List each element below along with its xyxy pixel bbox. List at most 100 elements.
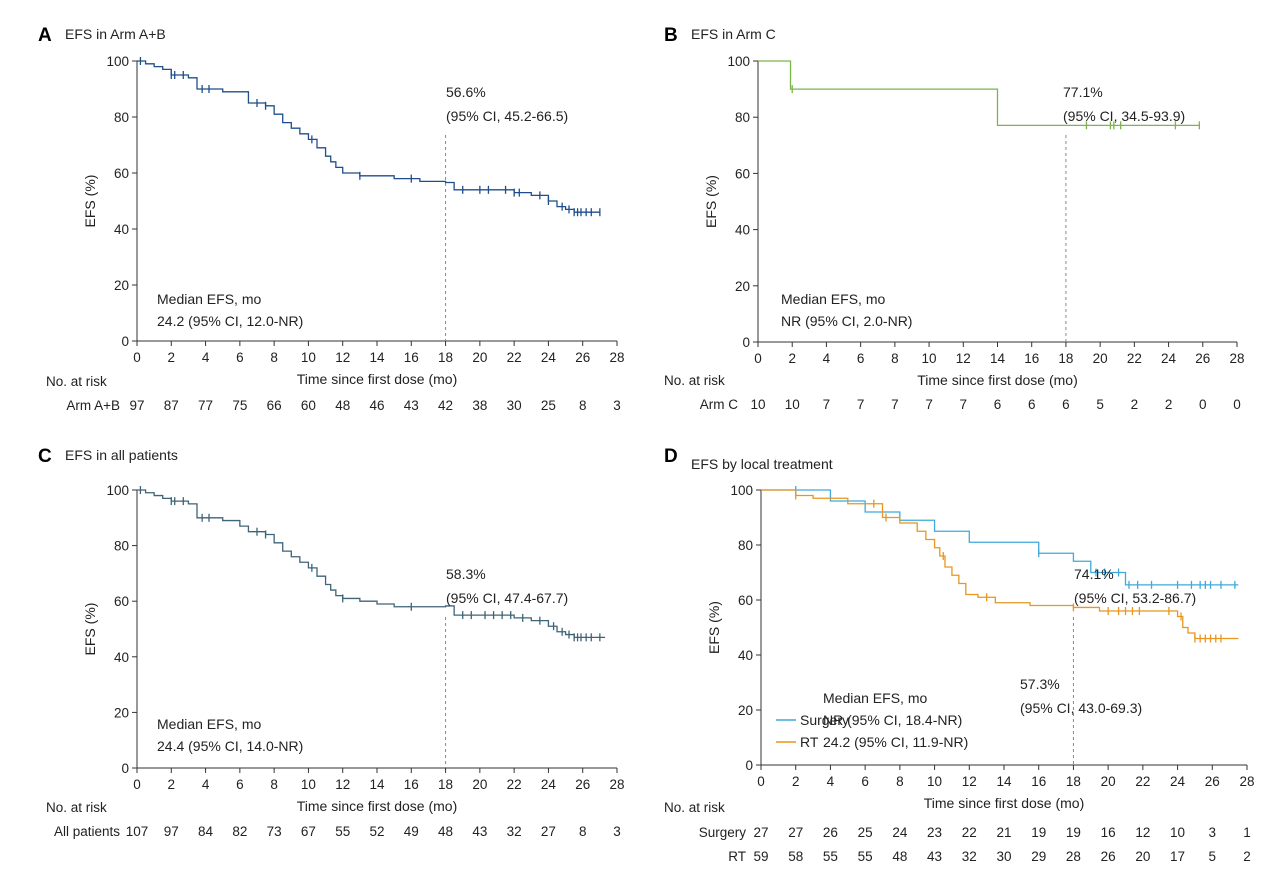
landmark-ci: (95% CI, 45.2-66.5): [446, 108, 568, 124]
risk-count: 6: [994, 397, 1002, 412]
x-tick-label: 18: [438, 777, 453, 792]
risk-count: 52: [369, 824, 384, 839]
median-efs-value: 24.2 (95% CI, 12.0-NR): [157, 313, 303, 329]
risk-count: 12: [1135, 825, 1150, 840]
y-axis-label: EFS (%): [703, 175, 719, 228]
x-tick-label: 6: [236, 777, 244, 792]
risk-count: 58: [788, 849, 803, 864]
risk-count: 7: [891, 397, 899, 412]
x-tick-label: 2: [788, 351, 796, 366]
risk-count: 7: [823, 397, 831, 412]
y-tick-label: 20: [114, 705, 129, 720]
risk-row-label: Surgery: [699, 825, 747, 840]
y-tick-label: 60: [738, 593, 753, 608]
risk-count: 10: [750, 397, 765, 412]
risk-count: 55: [858, 849, 873, 864]
x-axis-label: Time since first dose (mo): [917, 372, 1078, 388]
y-tick-label: 100: [106, 54, 129, 69]
x-tick-label: 2: [168, 350, 176, 365]
risk-count: 6: [1062, 397, 1070, 412]
y-tick-label: 0: [121, 334, 129, 349]
risk-count: 59: [753, 849, 768, 864]
legend-label-rt: RT: [800, 734, 819, 750]
landmark-percent-rt: 57.3%: [1020, 676, 1060, 692]
risk-count: 77: [198, 398, 213, 413]
x-tick-label: 10: [922, 351, 937, 366]
risk-count: 107: [126, 824, 149, 839]
x-axis-label: Time since first dose (mo): [924, 795, 1085, 811]
x-tick-label: 2: [168, 777, 176, 792]
x-axis-label: Time since first dose (mo): [297, 371, 458, 387]
x-tick-label: 0: [133, 777, 141, 792]
risk-count: 7: [925, 397, 933, 412]
median-efs-value: NR (95% CI, 18.4-NR): [823, 712, 962, 728]
risk-count: 8: [579, 824, 587, 839]
x-tick-label: 24: [1161, 351, 1177, 366]
x-tick-label: 6: [857, 351, 865, 366]
risk-count: 20: [1135, 849, 1150, 864]
km-curve-rt: [761, 489, 1239, 640]
landmark-ci: (95% CI, 34.5-93.9): [1063, 108, 1185, 124]
x-tick-label: 0: [754, 351, 762, 366]
risk-count: 46: [369, 398, 384, 413]
risk-count: 32: [962, 849, 977, 864]
risk-count: 22: [962, 825, 977, 840]
x-tick-label: 6: [861, 774, 869, 789]
x-tick-label: 4: [827, 774, 835, 789]
risk-count: 16: [1101, 825, 1116, 840]
x-tick-label: 16: [404, 777, 419, 792]
risk-row-label: Arm A+B: [66, 398, 120, 413]
x-tick-label: 4: [202, 777, 210, 792]
risk-count: 87: [164, 398, 179, 413]
risk-count: 10: [785, 397, 800, 412]
risk-count: 27: [541, 824, 556, 839]
y-tick-label: 100: [727, 54, 750, 69]
y-tick-label: 60: [114, 166, 129, 181]
panel-letter-a: A: [38, 25, 52, 46]
risk-count: 7: [960, 397, 968, 412]
x-tick-label: 16: [404, 350, 419, 365]
risk-row-label: All patients: [54, 824, 120, 839]
x-tick-label: 0: [757, 774, 765, 789]
risk-count: 97: [164, 824, 179, 839]
landmark-percent: 77.1%: [1063, 84, 1103, 100]
km-curve-surgery: [761, 489, 1239, 586]
x-tick-label: 18: [1066, 774, 1081, 789]
median-efs-heading: Median EFS, mo: [781, 291, 885, 307]
panel-c-title: EFS in all patients: [65, 447, 178, 463]
risk-count: 43: [927, 849, 942, 864]
y-tick-label: 20: [738, 703, 753, 718]
x-tick-label: 28: [1229, 351, 1244, 366]
risk-count: 32: [507, 824, 522, 839]
x-tick-label: 14: [996, 774, 1012, 789]
risk-count: 26: [823, 825, 838, 840]
x-tick-label: 20: [1101, 774, 1116, 789]
panel-a-title: EFS in Arm A+B: [65, 26, 166, 42]
x-tick-label: 22: [1127, 351, 1142, 366]
risk-count: 7: [857, 397, 865, 412]
risk-count: 3: [613, 398, 621, 413]
risk-count: 55: [335, 824, 350, 839]
y-tick-label: 20: [114, 278, 129, 293]
y-tick-label: 20: [735, 279, 750, 294]
median-efs-heading: Median EFS, mo: [157, 716, 261, 732]
median-efs-value: 24.2 (95% CI, 11.9-NR): [823, 734, 968, 750]
y-tick-label: 100: [106, 483, 129, 498]
risk-count: 6: [1028, 397, 1036, 412]
risk-count: 2: [1165, 397, 1173, 412]
risk-count: 27: [788, 825, 803, 840]
landmark-percent: 56.6%: [446, 84, 486, 100]
median-efs-heading: Median EFS, mo: [823, 690, 927, 706]
risk-count: 19: [1031, 825, 1046, 840]
risk-count: 48: [438, 824, 453, 839]
y-tick-label: 100: [730, 483, 753, 498]
risk-count: 2: [1243, 849, 1251, 864]
y-tick-label: 40: [114, 650, 129, 665]
x-tick-label: 20: [1093, 351, 1108, 366]
x-tick-label: 26: [575, 350, 590, 365]
risk-count: 43: [404, 398, 419, 413]
x-tick-label: 28: [609, 777, 624, 792]
